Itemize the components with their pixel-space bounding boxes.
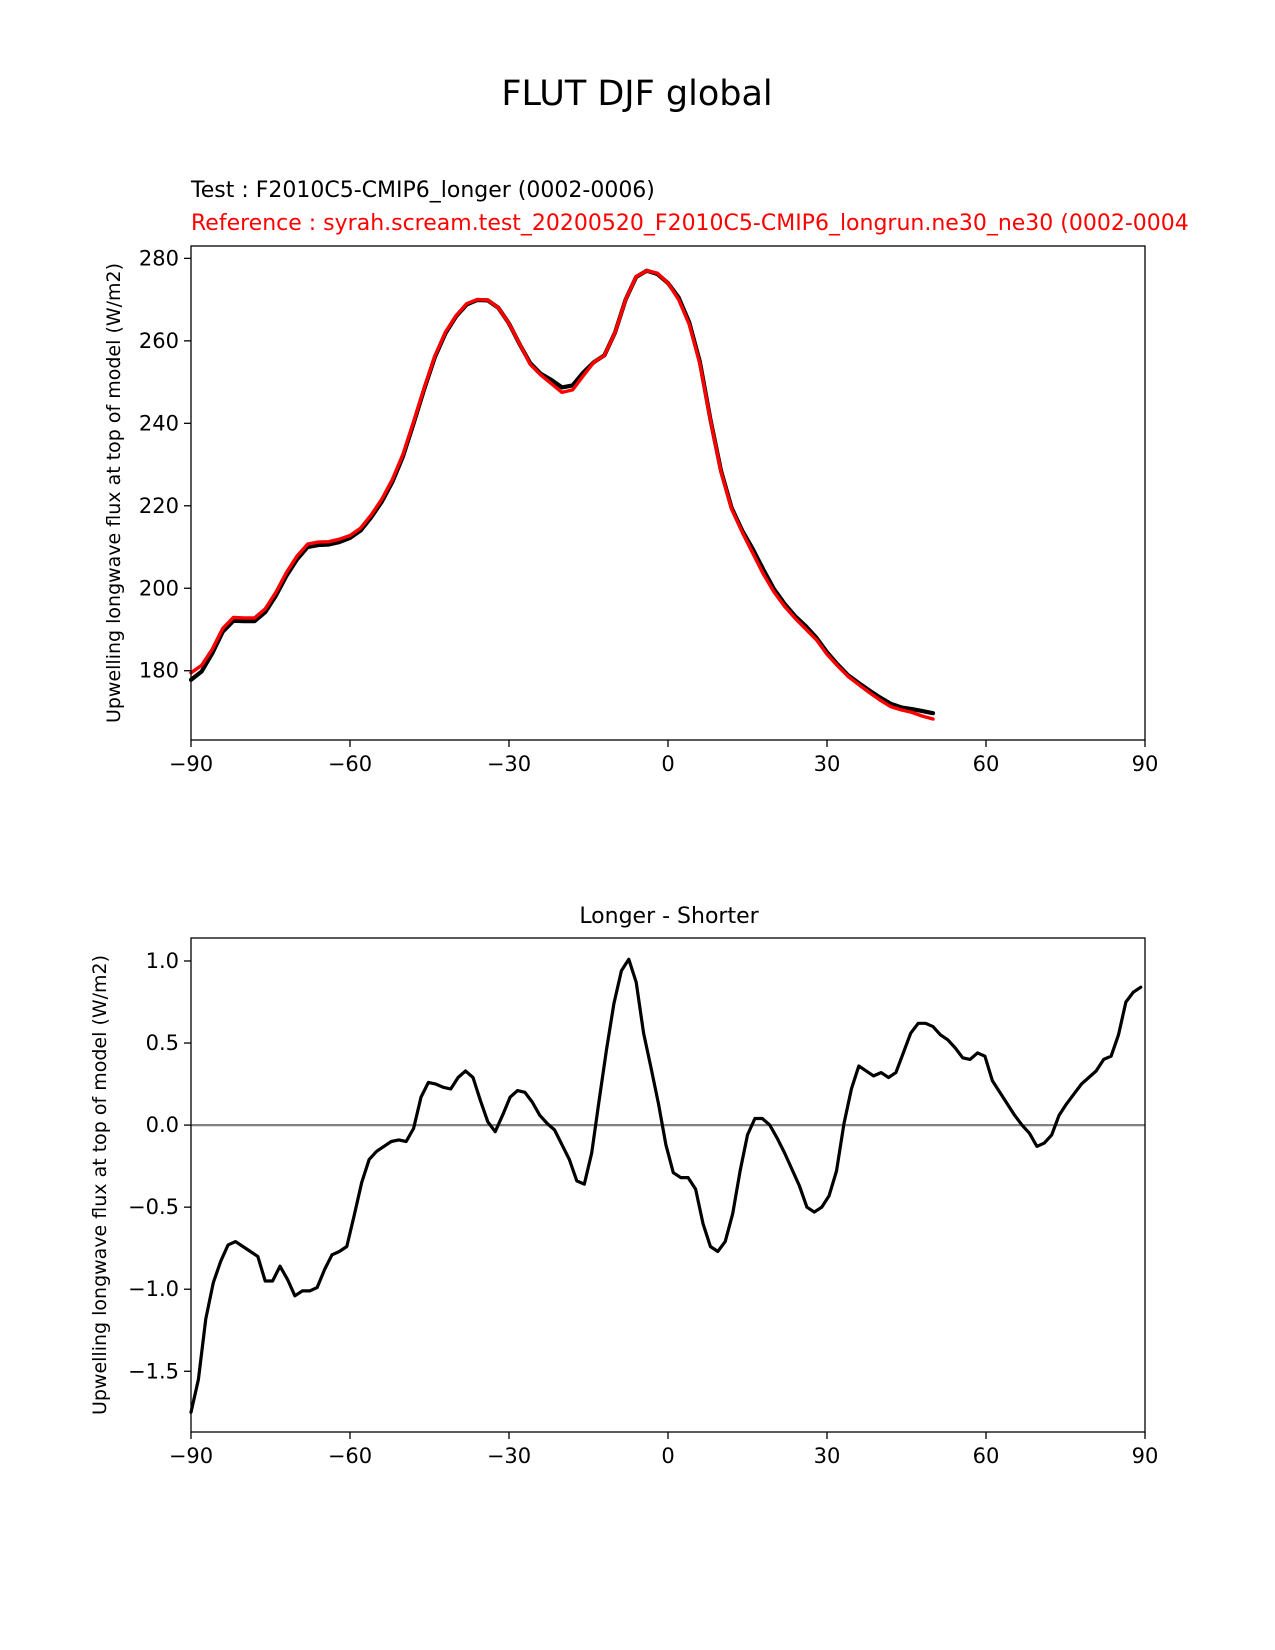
y-tick-label: 180 — [139, 659, 179, 683]
bottom-panel-plot-area — [189, 957, 1145, 1414]
y-tick-label: 280 — [139, 246, 179, 270]
x-tick-label: −90 — [169, 1444, 213, 1468]
bottom-panel-title: Longer - Shorter — [579, 904, 759, 929]
x-tick-label: 90 — [1132, 752, 1159, 776]
reference-series-line — [189, 269, 935, 721]
y-tick-label: −1.0 — [128, 1277, 179, 1301]
y-tick-label: 200 — [139, 576, 179, 600]
top-panel: Test : F2010C5-CMIP6_longer (0002-0006) … — [103, 178, 1189, 776]
bottom-panel-axes: −90 −60 −30 0 30 60 90 −1.5 −1.0 −0.5 0.0 0.5 1.0 — [128, 937, 1159, 1468]
bottom-y-axis-label: Upwelling longwave flux at top of model … — [89, 955, 111, 1415]
top-panel-axes: −90 −60 −30 0 30 60 90 180 200 220 240 260 280 — [139, 245, 1159, 776]
reference-label: Reference : syrah.scream.test_20200520_F… — [191, 211, 1189, 236]
top-panel-plot-area — [188, 268, 936, 721]
y-tick-label: 240 — [139, 411, 179, 435]
bottom-panel: Longer - Shorter −90 −60 −30 0 30 60 90 −1.5 −1.… — [89, 904, 1158, 1468]
x-tick-label: 60 — [973, 1444, 1000, 1468]
x-tick-label: 60 — [973, 752, 1000, 776]
x-tick-label: −60 — [328, 1444, 372, 1468]
test-series-line — [188, 268, 936, 716]
x-tick-label: 90 — [1132, 1444, 1159, 1468]
y-tick-label: −1.5 — [128, 1359, 179, 1383]
x-tick-label: −30 — [487, 752, 531, 776]
y-tick-label: 1.0 — [146, 949, 179, 973]
y-tick-label: 0.0 — [146, 1113, 179, 1137]
y-tick-label: 0.5 — [146, 1031, 179, 1055]
x-tick-label: 30 — [814, 752, 841, 776]
x-tick-label: 30 — [814, 1444, 841, 1468]
figure-title: FLUT DJF global — [501, 74, 772, 114]
x-tick-label: 0 — [661, 752, 674, 776]
y-tick-label: 260 — [139, 329, 179, 353]
test-label: Test : F2010C5-CMIP6_longer (0002-0006) — [190, 178, 655, 203]
x-tick-label: −30 — [487, 1444, 531, 1468]
top-y-axis-label: Upwelling longwave flux at top of model … — [103, 263, 125, 723]
x-tick-label: 0 — [661, 1444, 674, 1468]
y-tick-label: −0.5 — [128, 1195, 179, 1219]
y-tick-label: 220 — [139, 494, 179, 518]
difference-series-line — [189, 957, 1143, 1414]
x-tick-label: −60 — [328, 752, 372, 776]
x-tick-label: −90 — [169, 752, 213, 776]
